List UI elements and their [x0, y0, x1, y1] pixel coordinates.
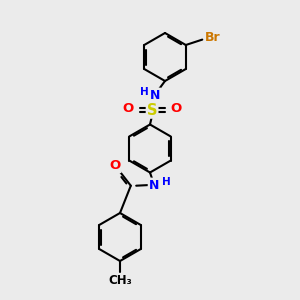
- Text: H: H: [161, 177, 170, 187]
- Text: N: N: [149, 178, 159, 192]
- Text: CH₃: CH₃: [108, 274, 132, 287]
- Text: Br: Br: [205, 31, 220, 44]
- Text: O: O: [109, 159, 121, 172]
- Text: O: O: [122, 102, 134, 116]
- Text: S: S: [147, 103, 158, 118]
- Text: H: H: [140, 87, 148, 98]
- Text: N: N: [150, 88, 160, 102]
- Text: O: O: [170, 102, 182, 116]
